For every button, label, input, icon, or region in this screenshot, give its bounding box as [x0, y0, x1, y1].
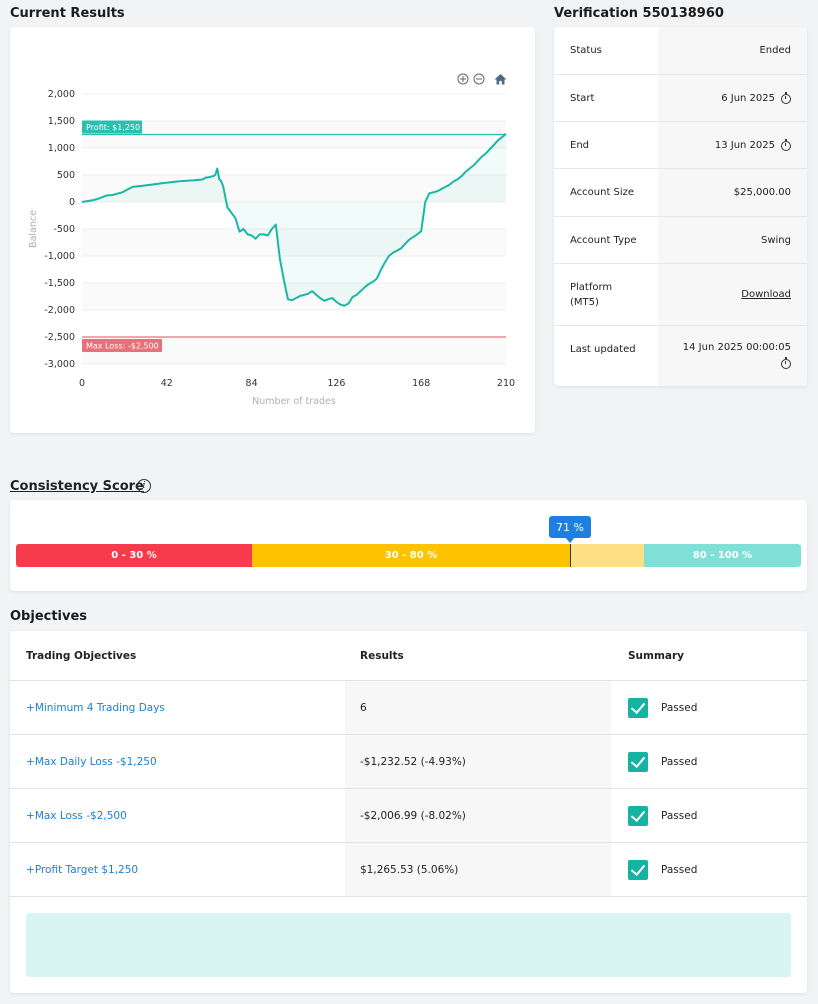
verification-row-account-type: Account Type Swing	[554, 217, 807, 264]
score-pointer	[565, 537, 575, 543]
platform-label: Platform (MT5)	[570, 281, 613, 308]
segment-30-80-remainder	[570, 544, 644, 567]
y-tick-label: -2,000	[44, 305, 75, 316]
status-value: Ended	[759, 45, 791, 56]
grid-band	[82, 175, 506, 202]
clock-icon	[781, 92, 791, 104]
last-updated-value: 14 Jun 2025 00:00:05	[682, 342, 791, 353]
table-row: + Max Daily Loss -$1,250 -$1,232.52 (-4.…	[10, 734, 807, 788]
y-tick-label: -1,500	[44, 278, 75, 289]
y-tick-label: -2,500	[44, 332, 75, 343]
segment-0-30: 0 - 30 %	[16, 544, 252, 567]
y-axis-label: Balance	[28, 210, 39, 248]
y-tick-label: 500	[57, 170, 75, 181]
zoom-out-icon[interactable]	[473, 73, 485, 88]
y-tick-label: 1,500	[48, 116, 75, 127]
objective-link[interactable]: + Minimum 4 Trading Days	[26, 702, 165, 714]
balance-line	[81, 132, 507, 307]
zoom-in-icon[interactable]	[457, 73, 469, 88]
verification-row-start: Start 6 Jun 2025	[554, 75, 807, 122]
y-tick-label: -500	[53, 224, 75, 235]
grid-band	[82, 229, 506, 256]
account-size-label: Account Size	[570, 187, 635, 198]
segment-80-100: 80 - 100 %	[644, 544, 801, 567]
verification-row-account-size: Account Size $25,000.00	[554, 169, 807, 217]
max-loss-label: Max Loss: -$2,500	[86, 342, 159, 351]
checkbox-checked-icon	[628, 859, 648, 880]
score-marker	[570, 544, 571, 567]
end-value: 13 Jun 2025	[714, 139, 775, 151]
consistency-card: 0 - 30 % 30 - 80 % 80 - 100 %	[10, 500, 807, 591]
header-results: Results	[360, 649, 404, 662]
grid-band	[82, 283, 506, 310]
verification-row-end: End 13 Jun 2025	[554, 122, 807, 169]
verification-title: Verification 550138960	[554, 6, 724, 21]
summary-cell: Passed	[628, 735, 697, 788]
x-tick-label: 84	[246, 378, 258, 389]
profit-label-bg	[82, 120, 142, 134]
status-label: Status	[570, 45, 602, 56]
objectives-notice-box	[26, 913, 791, 977]
account-type-value: Swing	[761, 234, 791, 246]
start-label: Start	[570, 92, 595, 104]
start-value: 6 Jun 2025	[721, 92, 775, 104]
y-tick-label: 2,000	[48, 89, 75, 100]
summary-cell: Passed	[628, 789, 697, 842]
end-label: End	[570, 139, 590, 151]
verification-card: Status Ended Start 6 Jun 2025 End 13 Jun…	[554, 27, 807, 386]
result-value: -$1,232.52 (-4.93%)	[345, 735, 611, 788]
summary-cell: Passed	[628, 681, 697, 734]
header-summary: Summary	[628, 649, 685, 662]
table-row: + Minimum 4 Trading Days 6 Passed	[10, 680, 807, 734]
result-value: -$2,006.99 (-8.02%)	[345, 789, 611, 842]
y-tick-label: 1,000	[48, 143, 75, 154]
objectives-table: Trading Objectives Results Summary + Min…	[10, 631, 807, 993]
objective-link[interactable]: + Profit Target $1,250	[26, 864, 139, 876]
balance-chart-card: 2,000 1,500 1,000 500 0 -500 -1,000 -1,500 -2,00…	[10, 27, 535, 433]
info-icon[interactable]: i	[137, 479, 151, 493]
account-size-value: $25,000.00	[733, 187, 791, 198]
objective-link[interactable]: + Max Loss -$2,500	[26, 810, 127, 822]
consistency-score-title: Consistency Score	[10, 479, 144, 494]
x-tick-label: 168	[412, 378, 430, 389]
clock-icon	[781, 139, 791, 151]
objective-link[interactable]: + Max Daily Loss -$1,250	[26, 756, 157, 768]
last-updated-label: Last updated	[570, 344, 636, 355]
balance-area	[82, 133, 506, 306]
segment-30-80: 30 - 80 %	[252, 544, 570, 567]
checkbox-checked-icon	[628, 751, 648, 772]
x-tick-label: 210	[497, 378, 515, 389]
verification-row-last-updated: Last updated 14 Jun 2025 00:00:05	[554, 326, 807, 386]
checkbox-checked-icon	[628, 697, 648, 718]
result-value: $1,265.53 (5.06%)	[345, 843, 611, 896]
score-badge: 71 %	[549, 516, 591, 538]
account-type-label: Account Type	[570, 234, 637, 246]
verification-row-status: Status Ended	[554, 27, 807, 75]
max-loss-label-bg	[82, 339, 162, 352]
clock-icon	[781, 357, 791, 369]
y-tick-label: -3,000	[44, 359, 75, 370]
result-value: 6	[345, 681, 611, 734]
x-tick-label: 42	[161, 378, 173, 389]
x-tick-label: 126	[327, 378, 345, 389]
balance-chart: 2,000 1,500 1,000 500 0 -500 -1,000 -1,500 -2,00…	[28, 89, 515, 407]
y-tick-label: 0	[69, 197, 75, 208]
checkbox-checked-icon	[628, 805, 648, 826]
header-trading-objectives: Trading Objectives	[26, 649, 137, 662]
home-icon[interactable]	[494, 73, 507, 88]
table-row: + Max Loss -$2,500 -$2,006.99 (-8.02%) P…	[10, 788, 807, 842]
x-tick-label: 0	[79, 378, 85, 389]
summary-cell: Passed	[628, 843, 697, 896]
y-tick-label: -1,000	[44, 251, 75, 262]
download-link[interactable]: Download	[741, 289, 791, 300]
x-axis-label: Number of trades	[252, 396, 336, 407]
table-row: + Profit Target $1,250 $1,265.53 (5.06%)…	[10, 842, 807, 897]
verification-row-platform: Platform (MT5) Download	[554, 264, 807, 326]
current-results-title: Current Results	[10, 6, 125, 21]
objectives-title: Objectives	[10, 609, 88, 624]
profit-label: Profit: $1,250	[86, 123, 140, 132]
